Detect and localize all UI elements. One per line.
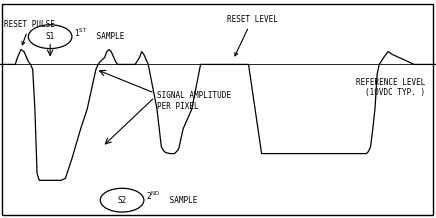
Text: REFERENCE LEVEL
(10VDC TYP. ): REFERENCE LEVEL (10VDC TYP. ) (356, 78, 425, 97)
Text: $1^{\mathsf{ST}}$: $1^{\mathsf{ST}}$ (74, 27, 88, 39)
Text: SIGNAL AMPLITUDE
PER PIXEL: SIGNAL AMPLITUDE PER PIXEL (157, 91, 231, 111)
Text: S1: S1 (45, 32, 55, 41)
Text: $2^{\mathsf{ND}}$: $2^{\mathsf{ND}}$ (146, 190, 161, 202)
Text: RESET LEVEL: RESET LEVEL (227, 15, 278, 56)
Text: S2: S2 (117, 196, 127, 205)
Text: SAMPLE: SAMPLE (92, 32, 124, 41)
Text: SAMPLE: SAMPLE (165, 196, 197, 205)
Text: RESET PULSE: RESET PULSE (4, 20, 55, 45)
